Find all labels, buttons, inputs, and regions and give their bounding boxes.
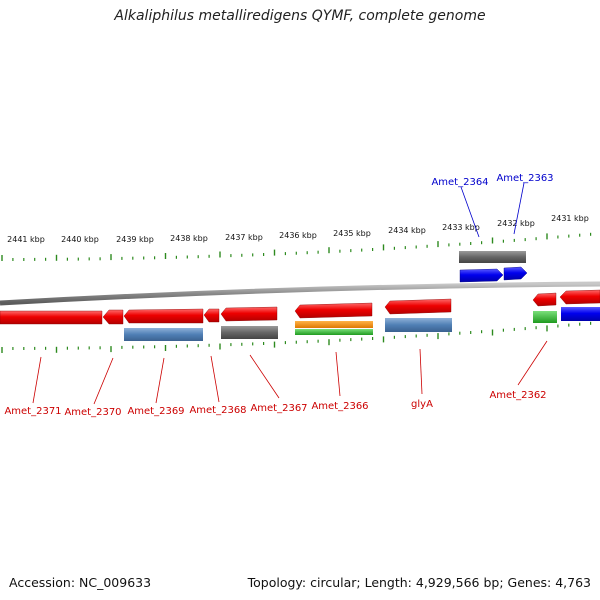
gene-amet-2366-arrow[interactable] [294,302,373,319]
gene-amet-2364-arrow[interactable] [459,268,504,283]
feature-green-block-2362 [533,311,557,323]
gene-label-amet-2369[interactable]: Amet_2369 [127,406,184,417]
gene-label-amet-2370[interactable]: Amet_2370 [64,407,121,418]
leader-line-amet-2364 [460,186,480,238]
lower-tick-row [1,321,592,353]
scale-label-2434: 2434 kbp [388,226,426,235]
gene-label-amet-2371[interactable]: Amet_2371 [4,406,61,417]
gene-amet-2368-arrow[interactable] [203,308,220,323]
secondary-feature-tracks [124,307,600,341]
feature-blue-block-right-edge [561,307,600,321]
scale-label-2437: 2437 kbp [225,233,263,242]
gene-amet-2370-arrow[interactable] [102,309,124,325]
upper-tick-row [1,232,592,261]
leader-line-glya [419,348,423,395]
gene-amet-2367-arrow[interactable] [220,306,278,322]
gene-label-amet-2367[interactable]: Amet_2367 [250,403,307,414]
gene-label-amet-2362[interactable]: Amet_2362 [489,390,546,401]
leader-line-amet-2368 [210,355,220,403]
feature-green-block-2366 [295,329,373,335]
leader-line-amet-2366 [335,351,341,397]
leader-line-amet-2367 [249,354,280,399]
forward-strand-features [459,251,528,283]
feature-gray-block-upper [459,251,526,263]
scale-label-2435: 2435 kbp [333,229,371,238]
feature-steel-block-2369 [124,328,203,341]
leader-line-amet-2371 [32,356,42,404]
gene-amet-2363-arrow[interactable] [503,266,528,281]
scale-label-2440: 2440 kbp [61,235,99,244]
reverse-strand-features [0,289,600,325]
accession-text: Accession: NC_009633 [9,575,152,590]
gene-label-amet-2366[interactable]: Amet_2366 [311,401,368,412]
feature-orange-block-2366 [295,321,373,328]
topology-text: Topology: circular; Length: 4,929,566 bp… [247,575,591,590]
leader-line-amet-2370 [93,357,114,405]
genome-title: Alkaliphilus metalliredigens QYMF, compl… [114,8,486,24]
scale-label-2431: 2431 kbp [551,214,589,223]
leader-line-amet-2369 [155,357,165,404]
gene-amet-2371-arrow[interactable] [0,310,103,325]
genome-backbone [0,281,600,306]
scale-label-2433: 2433 kbp [442,223,480,232]
scale-label-2441: 2441 kbp [7,235,45,244]
scale-label-2436: 2436 kbp [279,231,317,240]
gene-amet-2369-arrow[interactable] [123,308,204,324]
gene-label-glya[interactable]: glyA [411,399,433,410]
scale-label-2438: 2438 kbp [170,234,208,243]
scale-label-2439: 2439 kbp [116,235,154,244]
gene-label-amet-2363[interactable]: Amet_2363 [496,173,553,184]
gene-red-arrow-right-edge[interactable] [559,289,600,305]
feature-steel-block-glya [385,318,452,332]
leader-line-amet-2362 [517,340,548,386]
gene-label-amet-2364[interactable]: Amet_2364 [431,177,488,188]
leader-line-amet-2363 [513,182,525,235]
gene-glya-arrow[interactable] [384,298,452,315]
feature-gray-block-2367 [221,326,278,339]
gene-amet-2362-arrow[interactable] [532,292,557,307]
gene-label-amet-2368[interactable]: Amet_2368 [189,405,246,416]
